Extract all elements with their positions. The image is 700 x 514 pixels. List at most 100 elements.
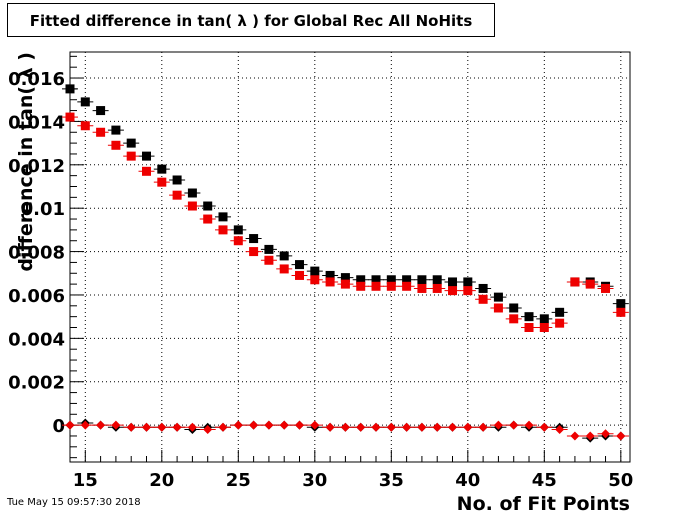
data-point-square [493, 292, 503, 302]
timestamp: Tue May 15 09:57:30 2018 [7, 497, 141, 508]
y-tick-label: 0 [52, 416, 65, 437]
y-tick-label: 0.014 [8, 112, 65, 133]
data-point-square [570, 277, 580, 287]
y-axis-title: difference in tan( λ ) [15, 52, 37, 272]
data-point-diamond [402, 422, 412, 432]
data-point-square [417, 275, 427, 285]
data-point-diamond [463, 422, 473, 432]
data-point-square [463, 286, 473, 296]
x-tick-label: 15 [73, 470, 98, 491]
data-point-diamond [203, 424, 213, 434]
data-point-square [555, 307, 565, 317]
data-point-diamond [555, 424, 565, 434]
data-point-diamond [111, 420, 121, 430]
data-point-square [233, 225, 243, 235]
data-point-square [432, 275, 442, 285]
data-point-diamond [233, 420, 243, 430]
data-point-diamond [325, 422, 335, 432]
y-tick-label: 0.002 [8, 373, 65, 394]
data-point-square [80, 121, 90, 131]
data-point-square [172, 175, 182, 185]
x-tick-label: 45 [532, 470, 557, 491]
data-point-square [478, 294, 488, 304]
data-point-diamond [96, 420, 106, 430]
data-point-square [126, 138, 136, 148]
data-point-diamond [539, 422, 549, 432]
data-point-square [478, 283, 488, 293]
data-point-square [96, 106, 106, 116]
data-point-square [111, 125, 121, 135]
grid [70, 52, 630, 462]
data-point-square [402, 275, 412, 285]
data-point-diamond [65, 420, 75, 430]
data-point-square [601, 283, 611, 293]
data-point-square [463, 277, 473, 287]
data-point-square [187, 201, 197, 211]
data-point-square [233, 236, 243, 246]
data-point-diamond [295, 420, 305, 430]
data-point-square [264, 255, 274, 265]
x-tick-label: 25 [226, 470, 251, 491]
data-point-square [218, 212, 228, 222]
data-point-square [157, 164, 167, 174]
data-point-square [279, 264, 289, 274]
data-point-square [524, 312, 534, 322]
data-point-diamond [340, 422, 350, 432]
x-tick-label: 20 [149, 470, 174, 491]
data-point-diamond [249, 420, 259, 430]
x-tick-label: 35 [379, 470, 404, 491]
data-point-square [448, 277, 458, 287]
data-point-square [310, 266, 320, 276]
chart-title: Fitted difference in tan( λ ) for Global… [29, 12, 473, 30]
data-point-square [417, 283, 427, 293]
data-point-square [142, 151, 152, 161]
data-point-diamond [386, 422, 396, 432]
data-point-diamond [432, 422, 442, 432]
data-point-diamond [493, 420, 503, 430]
x-tick-label: 40 [455, 470, 480, 491]
data-point-square [539, 323, 549, 333]
data-point-square [264, 244, 274, 254]
data-point-square [203, 201, 213, 211]
data-point-diamond [585, 431, 595, 441]
y-tick-label: 0.012 [8, 156, 65, 177]
y-tick-label: 0.008 [8, 243, 65, 264]
data-point-diamond [356, 422, 366, 432]
x-tick-label: 30 [302, 470, 327, 491]
data-point-square [371, 275, 381, 285]
data-point-square [616, 307, 626, 317]
data-point-square [249, 247, 259, 257]
data-point-diamond [417, 422, 427, 432]
data-point-square [157, 177, 167, 187]
data-point-diamond [187, 422, 197, 432]
data-point-diamond [126, 422, 136, 432]
data-point-diamond [616, 431, 626, 441]
tick-labels: 15 20 25 30 35 40 45 50 0 0.002 0.004 0.006 0.008 0.0… [8, 69, 633, 491]
data-point-square [616, 299, 626, 309]
data-marks [62, 84, 629, 443]
data-point-square [126, 151, 136, 161]
data-point-diamond [218, 422, 228, 432]
data-point-square [310, 275, 320, 285]
data-point-diamond [80, 420, 90, 430]
data-point-square [432, 283, 442, 293]
data-point-square [402, 281, 412, 291]
data-point-square [448, 286, 458, 296]
x-axis-title: No. of Fit Points [457, 493, 630, 514]
data-point-diamond [310, 420, 320, 430]
data-point-diamond [279, 420, 289, 430]
data-point-diamond [172, 422, 182, 432]
axis-ticks [69, 55, 622, 462]
data-point-square [386, 281, 396, 291]
data-point-square [80, 97, 90, 107]
data-point-square [340, 279, 350, 289]
y-tick-label: 0.01 [21, 199, 65, 220]
data-point-square [279, 251, 289, 261]
data-point-square [325, 270, 335, 280]
data-point-diamond [264, 420, 274, 430]
data-point-diamond [509, 420, 519, 430]
plot-frame [69, 51, 631, 463]
data-point-diamond [157, 422, 167, 432]
data-point-square [555, 318, 565, 328]
